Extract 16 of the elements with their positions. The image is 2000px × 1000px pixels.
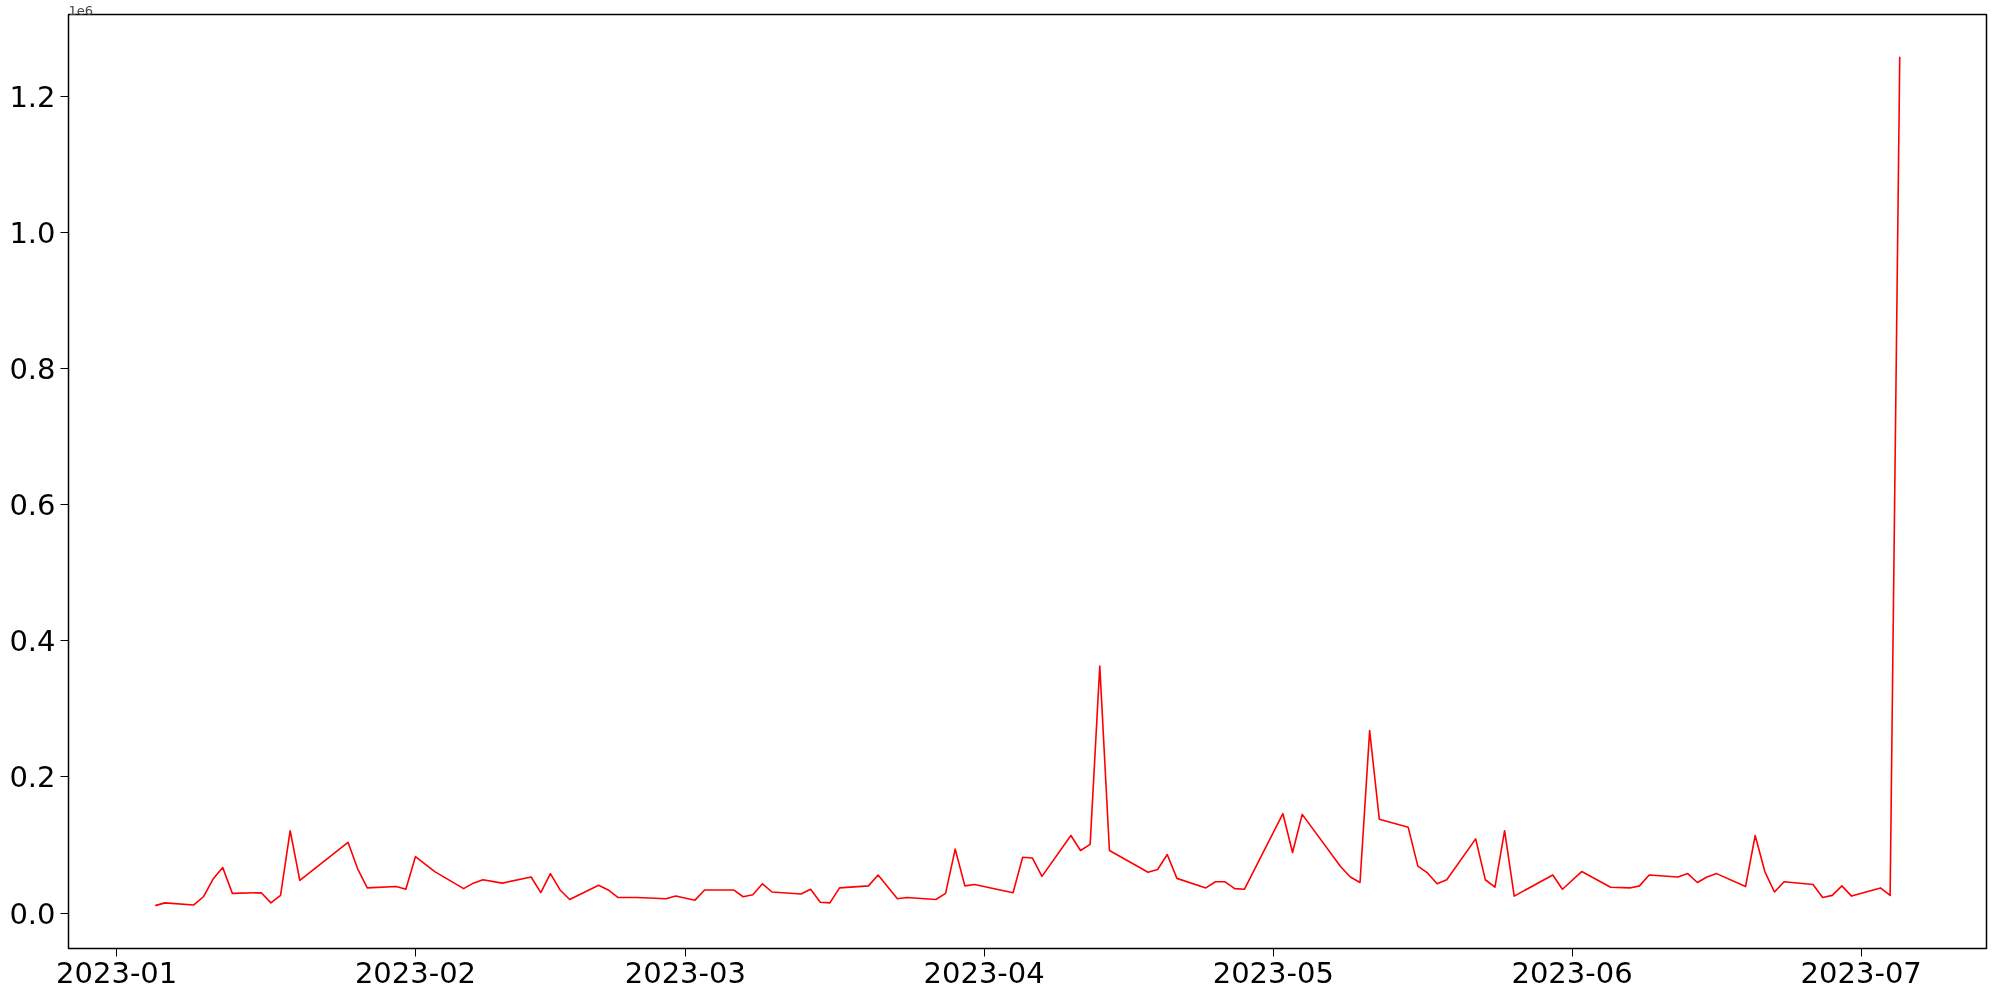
y-tick-label: 1.2	[9, 79, 56, 114]
y-tick-label: 1.0	[9, 215, 56, 250]
x-tick-label: 2023-06	[1511, 955, 1633, 990]
x-tick-label: 2023-05	[1212, 955, 1334, 990]
x-tick-label: 2023-07	[1800, 955, 1922, 990]
x-tick-label: 2023-02	[354, 955, 477, 990]
y-tick-label: 0.4	[9, 624, 56, 659]
x-tick-label: 2023-01	[56, 955, 178, 990]
x-tick-label: 2023-04	[923, 955, 1045, 990]
y-tick-label: 0.8	[9, 351, 56, 386]
y-tick-label: 0.2	[9, 760, 56, 795]
line-series	[154, 55, 1901, 907]
x-tick-label: 2023-03	[624, 955, 746, 990]
annotation: 1e6	[68, 2, 94, 18]
y-tick-label: 0.6	[9, 488, 56, 523]
y-tick-label: 0.0	[9, 896, 56, 931]
